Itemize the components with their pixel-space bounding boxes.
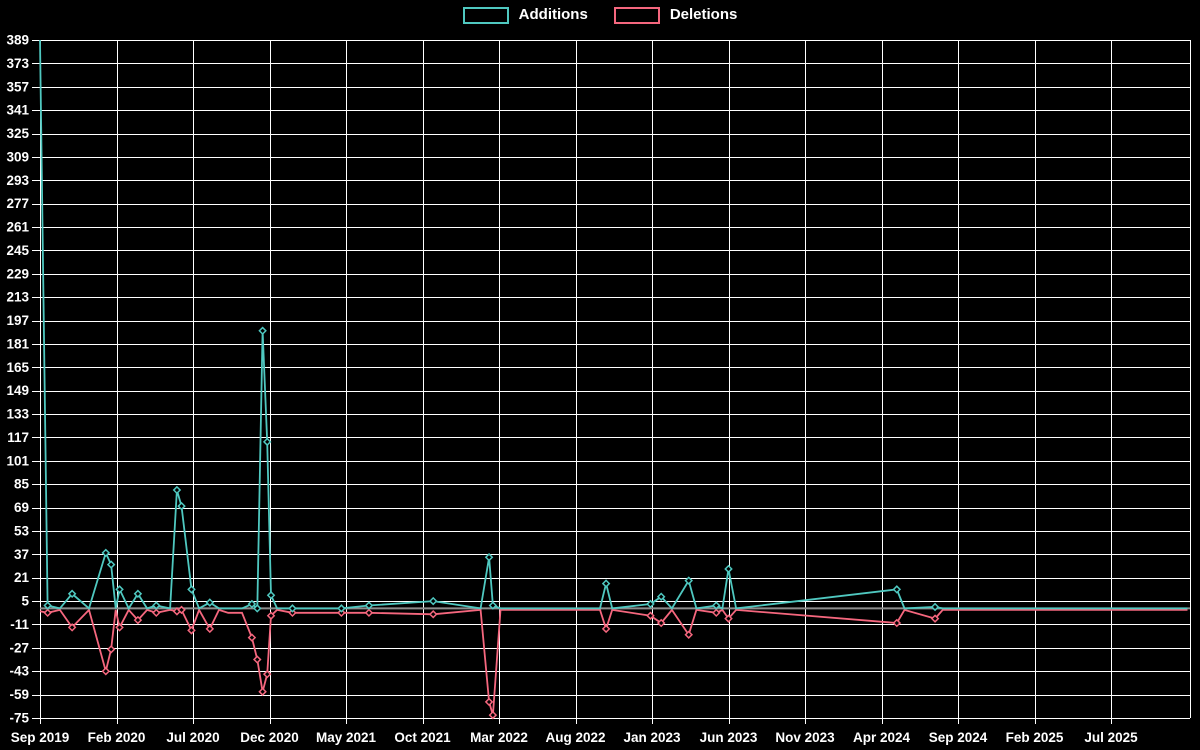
svg-text:117: 117 — [7, 430, 29, 445]
svg-text:293: 293 — [6, 173, 29, 188]
svg-text:181: 181 — [6, 336, 29, 351]
svg-text:197: 197 — [6, 313, 29, 328]
svg-text:37: 37 — [14, 547, 29, 562]
svg-text:373: 373 — [6, 56, 29, 71]
svg-text:Sep 2024: Sep 2024 — [929, 730, 988, 745]
svg-text:-11: -11 — [10, 617, 29, 632]
svg-text:277: 277 — [6, 196, 29, 211]
svg-text:357: 357 — [6, 79, 29, 94]
svg-text:-27: -27 — [9, 640, 29, 655]
svg-text:341: 341 — [6, 103, 29, 118]
svg-text:69: 69 — [14, 500, 29, 515]
svg-text:5: 5 — [21, 594, 29, 609]
svg-text:Dec 2020: Dec 2020 — [240, 730, 299, 745]
svg-text:Mar 2022: Mar 2022 — [470, 730, 528, 745]
svg-text:325: 325 — [6, 126, 29, 141]
svg-text:21: 21 — [14, 570, 30, 585]
svg-text:165: 165 — [6, 360, 29, 375]
svg-text:-59: -59 — [9, 687, 29, 702]
y-axis-tick-labels: 389 373 357 341 325 309 293 277 261 245 229 213 197 1… — [6, 33, 29, 726]
svg-text:-43: -43 — [9, 664, 29, 679]
x-axis-tick-labels: Sep 2019 Feb 2020 Jul 2020 Dec 2020 May 2021… — [11, 730, 1138, 745]
svg-text:Apr 2024: Apr 2024 — [853, 730, 911, 745]
svg-text:229: 229 — [6, 266, 29, 281]
svg-text:May 2021: May 2021 — [316, 730, 377, 745]
svg-text:Feb 2025: Feb 2025 — [1006, 730, 1064, 745]
svg-text:Oct 2021: Oct 2021 — [394, 730, 451, 745]
additions-line — [39, 39, 1188, 611]
svg-text:261: 261 — [6, 220, 29, 235]
deletions-line — [39, 607, 1188, 716]
data-point-markers — [43, 326, 940, 720]
svg-text:213: 213 — [6, 290, 29, 305]
svg-text:85: 85 — [14, 477, 30, 492]
svg-text:133: 133 — [6, 407, 29, 422]
svg-text:Aug 2022: Aug 2022 — [545, 730, 605, 745]
svg-text:309: 309 — [6, 149, 29, 164]
svg-text:149: 149 — [6, 383, 29, 398]
svg-text:Jul 2025: Jul 2025 — [1084, 730, 1138, 745]
svg-text:389: 389 — [6, 33, 29, 48]
svg-text:Nov 2023: Nov 2023 — [775, 730, 835, 745]
svg-text:Sep 2019: Sep 2019 — [11, 730, 70, 745]
svg-text:-75: -75 — [9, 711, 29, 726]
svg-text:245: 245 — [6, 243, 29, 258]
svg-text:Jul 2020: Jul 2020 — [166, 730, 219, 745]
svg-text:Jun 2023: Jun 2023 — [700, 730, 758, 745]
svg-text:53: 53 — [14, 523, 30, 538]
svg-text:Feb 2020: Feb 2020 — [88, 730, 146, 745]
svg-text:Jan 2023: Jan 2023 — [623, 730, 681, 745]
svg-text:101: 101 — [6, 453, 29, 468]
